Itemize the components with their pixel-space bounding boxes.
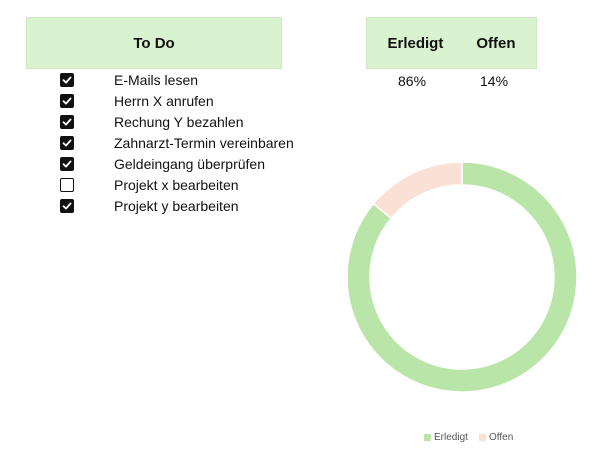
todo-row: Rechung Y bezahlen <box>0 112 330 133</box>
todo-label: E-Mails lesen <box>114 72 199 88</box>
legend-label-done: Erledigt <box>434 432 468 443</box>
open-header-title: Offen <box>476 34 516 52</box>
check-icon <box>62 139 72 147</box>
todo-label: Projekt x bearbeiten <box>114 177 239 193</box>
todo-checkbox-checked[interactable] <box>60 157 74 171</box>
todo-label: Geldeingang überprüfen <box>114 156 266 172</box>
todo-checkbox-checked[interactable] <box>60 115 74 129</box>
todo-checkbox-checked[interactable] <box>60 73 74 87</box>
todo-label: Projekt y bearbeiten <box>114 198 239 214</box>
todo-row: Geldeingang überprüfen <box>0 154 330 175</box>
todo-header: To Do <box>26 17 282 69</box>
legend-item-done: Erledigt <box>424 432 468 443</box>
check-icon <box>62 202 72 210</box>
legend-label-open: Offen <box>489 432 514 443</box>
todo-list: E-Mails lesen Herrn X anrufen Rechung Y … <box>0 70 330 217</box>
todo-row: Herrn X anrufen <box>0 91 330 112</box>
todo-row: Projekt y bearbeiten <box>0 196 330 217</box>
todo-label: Herrn X anrufen <box>114 93 214 109</box>
done-header-title: Erledigt <box>387 34 444 52</box>
todo-checkbox-checked[interactable] <box>60 94 74 108</box>
todo-row: E-Mails lesen <box>0 70 330 91</box>
todo-checkbox[interactable] <box>60 178 74 192</box>
stats-header: Erledigt Offen <box>366 17 537 69</box>
legend-swatch-open <box>479 434 486 441</box>
todo-label: Rechung Y bezahlen <box>114 114 244 130</box>
open-percentage: 14% <box>480 73 509 89</box>
donut-slice-erledigt <box>346 161 578 393</box>
todo-label: Zahnarzt-Termin vereinbaren <box>114 135 294 151</box>
check-icon <box>62 118 72 126</box>
done-percentage: 86% <box>398 73 427 89</box>
todo-row: Zahnarzt-Termin vereinbaren <box>0 133 330 154</box>
todo-header-title: To Do <box>133 34 175 52</box>
check-icon <box>62 76 72 84</box>
check-icon <box>62 97 72 105</box>
donut-chart <box>346 161 578 393</box>
legend-swatch-done <box>424 434 431 441</box>
todo-checkbox-checked[interactable] <box>60 136 74 150</box>
donut-slice-offen <box>372 161 463 220</box>
todo-row: Projekt x bearbeiten <box>0 175 330 196</box>
check-icon <box>62 160 72 168</box>
todo-checkbox-checked[interactable] <box>60 199 74 213</box>
legend-item-open: Offen <box>479 432 513 443</box>
